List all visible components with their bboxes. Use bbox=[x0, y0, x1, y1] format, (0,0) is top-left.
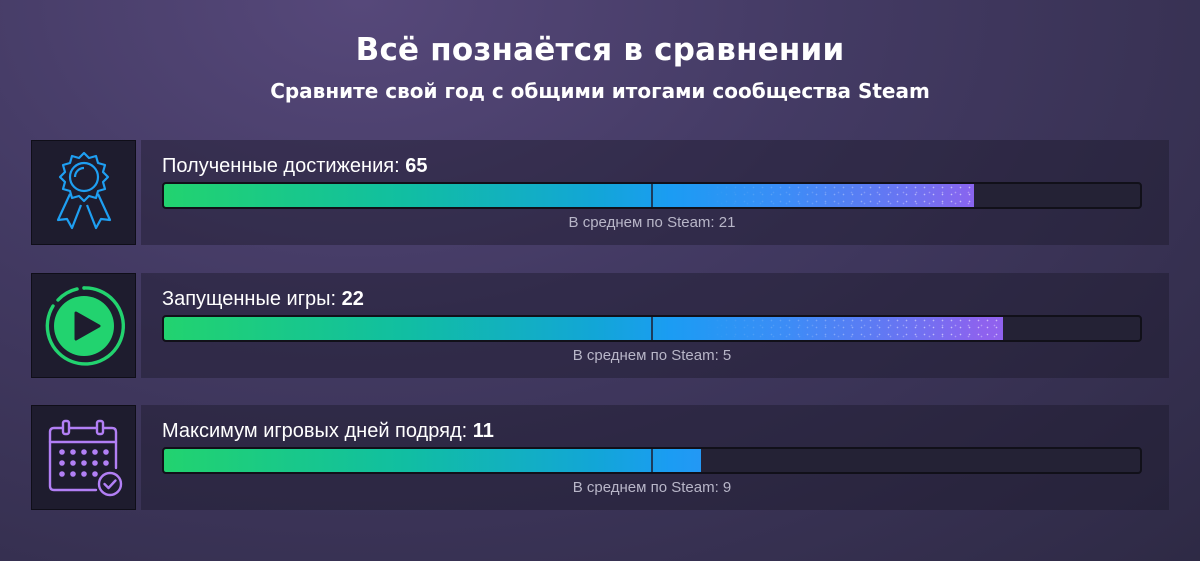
page-subtitle: Сравните свой год с общими итогами сообщ… bbox=[270, 79, 930, 103]
comparison-bar bbox=[162, 447, 1142, 474]
stat-label-text: Полученные достижения: bbox=[162, 155, 406, 177]
steam-average-text: В среднем по Steam: 9 bbox=[572, 479, 732, 496]
stat-value: 65 bbox=[405, 155, 428, 177]
calendar-check-icon bbox=[48, 419, 122, 496]
stat-row-achievements: Полученные достижения: 65 В среднем по S… bbox=[31, 140, 1169, 245]
section-header: Всё познаётся в сравнении Сравните свой … bbox=[0, 30, 1200, 104]
average-marker bbox=[651, 317, 653, 340]
average-marker bbox=[651, 184, 653, 207]
play-circle-icon bbox=[45, 285, 125, 366]
comparison-bar bbox=[162, 315, 1142, 342]
stat-label: Запущенные игры: 22 bbox=[162, 287, 364, 311]
stat-icon-box bbox=[31, 405, 136, 510]
steam-average-text: В среднем по Steam: 21 bbox=[568, 214, 736, 231]
bar-fill bbox=[164, 184, 975, 207]
page-title: Всё познаётся в сравнении bbox=[355, 32, 845, 68]
stat-label-text: Запущенные игры: bbox=[162, 288, 342, 310]
stat-label: Максимум игровых дней подряд: 11 bbox=[162, 419, 494, 443]
average-marker bbox=[651, 449, 653, 472]
stat-icon-box bbox=[31, 273, 136, 378]
stat-value: 11 bbox=[472, 420, 494, 442]
stat-icon-box bbox=[31, 140, 136, 245]
stat-row-longest-streak: Максимум игровых дней подряд: 11 В средн… bbox=[31, 405, 1169, 510]
stat-panel: Максимум игровых дней подряд: 11 В средн… bbox=[141, 405, 1169, 510]
stat-value: 22 bbox=[341, 288, 364, 310]
stat-label-text: Максимум игровых дней подряд: bbox=[162, 420, 473, 442]
ribbon-award-icon bbox=[56, 151, 111, 229]
comparison-bar bbox=[162, 182, 1142, 209]
bar-fill bbox=[164, 449, 701, 472]
stat-panel: Запущенные игры: 22 В среднем по Steam: … bbox=[141, 273, 1169, 378]
bar-fill bbox=[164, 317, 1004, 340]
stat-label: Полученные достижения: 65 bbox=[162, 154, 427, 178]
stat-panel: Полученные достижения: 65 В среднем по S… bbox=[141, 140, 1169, 245]
steam-average-text: В среднем по Steam: 5 bbox=[572, 347, 732, 364]
stat-row-games-launched: Запущенные игры: 22 В среднем по Steam: … bbox=[31, 273, 1169, 378]
